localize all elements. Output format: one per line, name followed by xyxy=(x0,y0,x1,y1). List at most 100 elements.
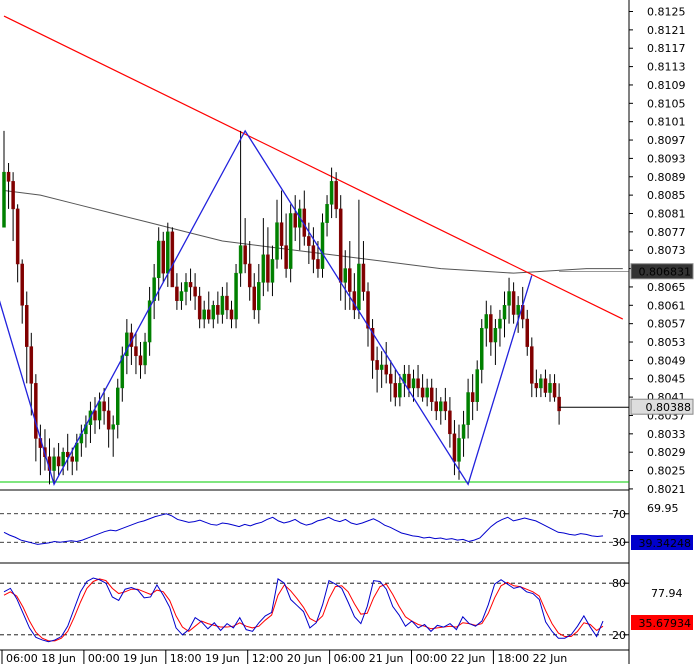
candle-body xyxy=(457,438,461,462)
candle-body xyxy=(411,378,416,389)
candle-body xyxy=(311,245,316,260)
candle-body xyxy=(448,410,452,435)
price-tick-label: 0.8081 xyxy=(647,207,686,220)
rsi-value-box xyxy=(631,535,693,550)
candle-body xyxy=(425,387,429,398)
candle-body xyxy=(539,378,543,389)
candle-body xyxy=(156,240,161,279)
candle-body xyxy=(320,222,325,269)
candle-body xyxy=(29,346,34,384)
rsi-value-label: 39.34248 xyxy=(639,537,692,550)
candle-body xyxy=(484,314,489,329)
candle-body xyxy=(398,383,402,398)
candle-body xyxy=(534,383,539,389)
candle-body xyxy=(52,456,56,471)
candle-body xyxy=(489,314,493,343)
candle-body xyxy=(361,263,366,292)
price-tick-label: 0.8061 xyxy=(647,299,686,312)
candle-body xyxy=(507,291,511,306)
candle-body xyxy=(261,254,266,283)
candle-body xyxy=(270,259,275,283)
candle-body xyxy=(2,171,6,228)
time-label: 18:00 22 Jun xyxy=(497,652,567,664)
candle-body xyxy=(20,263,24,306)
candle-body xyxy=(284,245,288,269)
rsi-line xyxy=(3,513,604,545)
candle-body xyxy=(338,208,343,283)
candle-body xyxy=(188,282,193,288)
candle-body xyxy=(216,305,220,315)
candle-body xyxy=(197,295,202,320)
price-tick-label: 0.8057 xyxy=(647,318,686,331)
candle-body xyxy=(288,213,293,269)
candle-body xyxy=(366,291,370,329)
candle-body xyxy=(266,254,270,283)
price-tick-label: 0.8085 xyxy=(647,189,686,202)
stoch-line xyxy=(3,578,604,642)
candle-body xyxy=(352,291,357,311)
candle-body xyxy=(93,410,97,421)
candle-body xyxy=(238,245,243,274)
price-marker-box xyxy=(630,263,694,280)
candle-body xyxy=(234,272,238,320)
candle-body xyxy=(75,442,79,462)
candle-body xyxy=(211,305,216,320)
candle-body xyxy=(111,424,115,430)
candle-body xyxy=(316,259,320,269)
time-label: 00:00 22 Jun xyxy=(416,652,486,664)
candle-body xyxy=(334,181,338,210)
stoch-max-label: 77.94 xyxy=(651,587,683,600)
candle-body xyxy=(125,332,129,357)
price-tick-label: 0.8101 xyxy=(647,116,686,129)
time-label: 18:00 19 Jun xyxy=(170,652,240,664)
candle-body xyxy=(480,328,484,370)
candle-body xyxy=(161,240,165,274)
candle-body xyxy=(429,387,434,402)
price-tick-label: 0.8065 xyxy=(647,281,686,294)
candle-body xyxy=(166,231,170,274)
candle-body xyxy=(134,346,138,357)
price-tick-label: 0.8025 xyxy=(647,465,686,478)
candle-body xyxy=(220,295,225,315)
candle-body xyxy=(343,268,347,283)
candle-body xyxy=(25,305,29,347)
candle-body xyxy=(502,305,507,320)
price-tick-label: 0.8045 xyxy=(647,373,686,386)
price-tick-label: 0.8093 xyxy=(647,152,686,165)
candle-body xyxy=(175,286,179,301)
candle-body xyxy=(439,401,443,412)
candle-body xyxy=(207,309,211,320)
price-marker-box xyxy=(630,398,694,415)
candle-body xyxy=(461,424,466,439)
price-tick-label: 0.8105 xyxy=(647,97,686,110)
price-tick-label: 0.8125 xyxy=(647,6,686,19)
candle-body xyxy=(193,286,197,297)
price-tick-label: 0.8049 xyxy=(647,354,686,367)
candle-body xyxy=(229,309,234,320)
candle-body xyxy=(416,378,420,389)
candle-body xyxy=(389,373,393,384)
candle-body xyxy=(516,305,520,315)
candle-body xyxy=(257,282,261,311)
rsi-max-label: 69.95 xyxy=(647,502,679,515)
candle-body xyxy=(348,268,352,292)
candle-body xyxy=(434,401,438,412)
candle-body xyxy=(225,295,229,311)
candle-body xyxy=(102,401,106,412)
candle-body xyxy=(475,369,479,402)
price-tick-label: 0.8089 xyxy=(647,171,686,184)
resistance-trendline xyxy=(3,15,624,320)
zigzag-line xyxy=(0,129,533,487)
price-tick-label: 0.8121 xyxy=(647,24,686,37)
candle-body xyxy=(443,401,448,412)
candle-body xyxy=(325,204,329,223)
rsi-tick-label: 30 xyxy=(612,536,626,549)
candle-body xyxy=(97,401,102,421)
price-tick-label: 0.8033 xyxy=(647,428,686,441)
candle-body xyxy=(275,222,279,260)
candle-body xyxy=(65,451,70,458)
price-tick-label: 0.8113 xyxy=(647,61,686,74)
time-label: 06:00 21 Jun xyxy=(334,652,404,664)
price-tick-label: 0.8109 xyxy=(647,79,686,92)
